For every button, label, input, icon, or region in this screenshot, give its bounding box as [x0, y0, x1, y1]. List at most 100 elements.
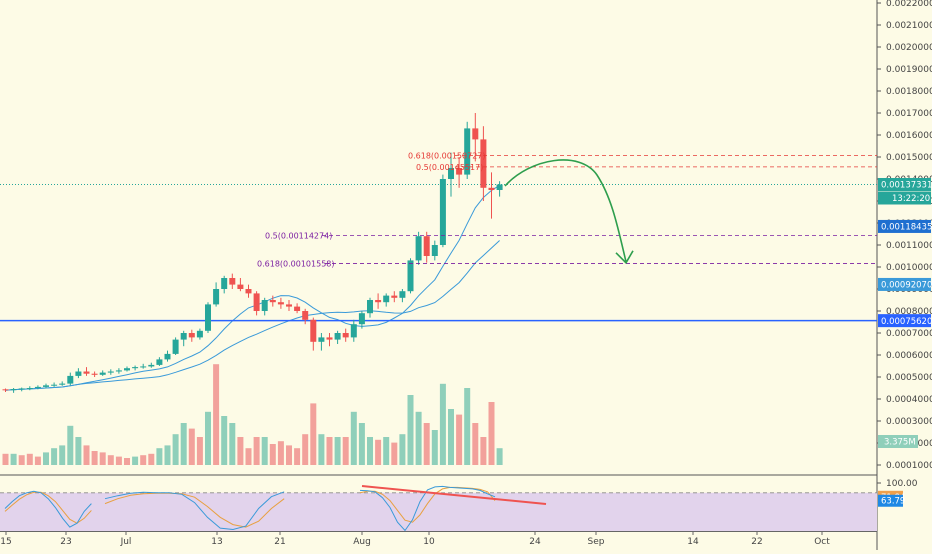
volume-bar [148, 453, 155, 465]
projection-arrow [504, 159, 627, 262]
ma-fast-badge: 0.00118435 [881, 223, 932, 233]
candle-body [472, 128, 479, 140]
volume-bar [26, 453, 33, 465]
candle-body [132, 367, 139, 369]
volume-bar [383, 437, 390, 465]
candle-body [407, 260, 414, 292]
volume-bar [140, 455, 147, 465]
candle-body [156, 359, 163, 365]
volume-bar [391, 442, 398, 465]
volume-bar [67, 425, 74, 465]
fib-upper-label: 0.5(0.00145517) [416, 163, 483, 172]
candle-body [75, 371, 82, 376]
volume-bar [59, 445, 66, 465]
time-axis-label: 14 [687, 537, 699, 547]
volume-bar [294, 448, 301, 465]
volume-bar [124, 458, 130, 465]
volume-bar [326, 437, 333, 465]
candle-body [213, 289, 220, 305]
volume-bar [156, 448, 163, 465]
volume-bar [488, 402, 495, 465]
current-price-badge: 0.00137331 [881, 181, 932, 191]
candle-body [448, 168, 454, 179]
volume-bar [286, 445, 292, 465]
candle-body [164, 353, 171, 360]
volume-bar [407, 395, 414, 465]
time-axis-label: 21 [274, 537, 285, 547]
volume-bar [221, 416, 228, 465]
volume-bar [245, 448, 252, 465]
candle-body [342, 333, 349, 338]
volume-bar [34, 456, 41, 465]
candle-body [415, 236, 422, 261]
candle-body [115, 370, 122, 372]
candle-body [431, 245, 438, 256]
volume-bar [261, 437, 268, 465]
time-axis-label: 13 [211, 537, 222, 547]
candle-body [83, 371, 90, 374]
candle-body [277, 302, 284, 305]
candle-body [334, 333, 341, 340]
time-axis-label: 10 [423, 537, 435, 547]
stoch-k-line [4, 485, 496, 532]
ma-fast-badge-box [878, 219, 931, 233]
candle-body [18, 388, 25, 390]
candle-body [172, 339, 179, 354]
candle-body [488, 187, 495, 190]
price-axis-label: 0.00010000 [886, 461, 932, 471]
candle-body [358, 313, 365, 325]
volume-bar [213, 364, 220, 465]
candle-body [399, 291, 406, 298]
candle-body [34, 386, 41, 388]
candle-body [302, 311, 309, 320]
volume-bar [229, 423, 236, 465]
volume-bar [423, 423, 430, 465]
candle-body [375, 300, 382, 303]
countdown-box [878, 191, 931, 205]
volume-bar [83, 445, 90, 465]
horizontal-line-badge: 0.00075620 [881, 317, 932, 327]
volume-bar [431, 430, 438, 465]
volume-bar [439, 383, 446, 465]
ma-slow-badge-box [878, 277, 931, 291]
candle-body [423, 236, 430, 256]
candle-body [140, 366, 147, 368]
volume-bar [51, 448, 58, 465]
stoch-d-label: 63.79 [881, 497, 905, 507]
volume-bar [10, 453, 17, 465]
volume-bar [472, 423, 479, 465]
volume-bar [188, 428, 195, 465]
volume-bar [399, 434, 406, 465]
fib-upper-label: 0.618(0.00150727) [408, 151, 486, 160]
candle-body [59, 383, 66, 385]
volume-bar [448, 409, 454, 465]
volume-bar [342, 437, 349, 465]
candle-body [253, 293, 260, 311]
plot-background [0, 0, 877, 550]
candle-body [10, 389, 17, 391]
volume-bar [496, 448, 503, 465]
volume-bar [350, 411, 357, 465]
candle-body [294, 306, 301, 311]
projection-arrowhead [615, 250, 634, 265]
candle-body [26, 388, 33, 389]
volume-bar [115, 456, 122, 465]
time-axis-label: 23 [60, 537, 71, 547]
candle-body [148, 364, 155, 367]
volume-badge-label: 3.375M [884, 438, 916, 448]
volume-bar [253, 437, 260, 465]
volume-bar [277, 441, 284, 465]
candle-body [326, 337, 333, 340]
volume-bar [302, 434, 309, 465]
candle-body [496, 184, 503, 190]
candle-body [2, 389, 9, 391]
